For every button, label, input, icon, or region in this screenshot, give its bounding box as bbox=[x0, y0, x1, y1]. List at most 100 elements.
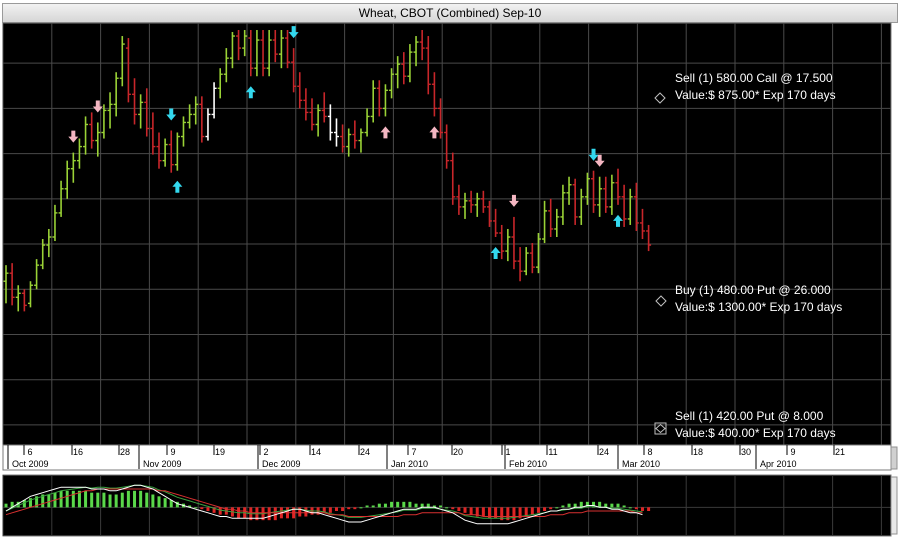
sell-up-arrow-icon bbox=[380, 126, 391, 139]
ohlc-bar bbox=[174, 132, 180, 171]
ohlc-bar bbox=[584, 172, 590, 205]
macd-histogram-bar bbox=[524, 507, 528, 517]
ohlc-bar bbox=[517, 247, 523, 282]
macd-histogram-bar bbox=[475, 507, 479, 517]
macd-histogram-bar bbox=[647, 507, 651, 511]
ohlc-bar bbox=[70, 152, 76, 183]
macd-histogram-bar bbox=[133, 490, 137, 508]
buy-arrow-icon bbox=[490, 247, 501, 260]
macd-histogram-bar bbox=[4, 503, 8, 508]
ohlc-bar bbox=[64, 160, 70, 199]
ohlc-bar bbox=[444, 124, 450, 169]
macd-histogram-bar bbox=[518, 507, 522, 519]
macd-scroll-handle[interactable] bbox=[890, 476, 898, 535]
ohlc-bar bbox=[603, 176, 609, 213]
ohlc-bar bbox=[572, 178, 578, 225]
macd-histogram-bar bbox=[555, 507, 559, 509]
option-3-line-1: Sell (1) 420.00 Put @ 8.000 bbox=[675, 409, 824, 423]
macd-histogram-bar bbox=[273, 507, 277, 521]
ohlc-bar bbox=[180, 116, 186, 147]
macd-histogram-bar bbox=[463, 507, 467, 513]
ohlc-bar bbox=[236, 30, 242, 61]
option-1-line-2: Value:$ 875.00* Exp 170 days bbox=[675, 88, 836, 102]
ohlc-bar bbox=[591, 170, 597, 213]
ohlc-bar bbox=[83, 116, 89, 155]
x-axis-strip bbox=[2, 444, 892, 471]
day-tick-label: 19 bbox=[215, 447, 225, 457]
ohlc-bar bbox=[352, 120, 358, 149]
macd-histogram-bar bbox=[549, 507, 553, 510]
ohlc-bar bbox=[450, 152, 456, 205]
month-tick-label: Mar 2010 bbox=[622, 459, 660, 469]
ohlc-bar bbox=[468, 190, 474, 213]
macd-histogram-bar bbox=[145, 492, 149, 508]
ohlc-bar bbox=[615, 168, 621, 205]
ohlc-bar bbox=[327, 104, 333, 141]
ohlc-bar bbox=[646, 224, 652, 252]
ohlc-bar bbox=[309, 98, 315, 131]
month-tick-label: Jan 2010 bbox=[391, 459, 428, 469]
axis-scroll-handle[interactable] bbox=[890, 446, 898, 470]
ohlc-bar bbox=[242, 30, 248, 57]
ohlc-bar bbox=[119, 36, 125, 87]
ohlc-bar bbox=[499, 224, 505, 260]
ohlc-bar bbox=[321, 92, 327, 123]
macd-histogram-bar bbox=[451, 507, 455, 510]
ohlc-bar bbox=[511, 216, 517, 270]
ohlc-bar bbox=[639, 208, 645, 240]
macd-histogram-bar bbox=[481, 507, 485, 517]
ohlc-bar bbox=[260, 30, 266, 77]
option-label-2: Buy (1) 480.00 Put @ 26.000 Value:$ 1300… bbox=[655, 283, 842, 314]
ohlc-bar bbox=[364, 108, 370, 137]
macd-histogram-bar bbox=[347, 507, 351, 510]
diamond-icon bbox=[655, 295, 667, 307]
month-tick-label: Oct 2009 bbox=[12, 459, 49, 469]
ohlc-bar bbox=[187, 104, 193, 129]
trade-arrows bbox=[68, 26, 623, 260]
ohlc-bar bbox=[40, 239, 46, 270]
macd-histogram-bar bbox=[457, 507, 461, 511]
macd-histogram-bar bbox=[188, 505, 192, 508]
ohlc-bar bbox=[15, 285, 21, 312]
macd-histogram-bar bbox=[506, 507, 510, 521]
ohlc-bar bbox=[401, 52, 407, 85]
ohlc-bar bbox=[211, 82, 217, 119]
ohlc-bar bbox=[425, 36, 431, 95]
ohlc-bar bbox=[578, 188, 584, 225]
ohlc-bar bbox=[413, 36, 419, 67]
macd-histogram-bar bbox=[634, 507, 638, 510]
day-tick-label: 24 bbox=[360, 447, 370, 457]
day-tick-label: 11 bbox=[548, 447, 557, 457]
macd-histogram-bar bbox=[585, 501, 589, 508]
ohlc-bar bbox=[621, 184, 627, 227]
ohlc-bar bbox=[462, 192, 468, 219]
ohlc-bar bbox=[358, 128, 364, 153]
macd-histogram-bar bbox=[22, 500, 26, 508]
sell-arrow-icon bbox=[68, 130, 79, 143]
ohlc-bar bbox=[376, 80, 382, 117]
macd-panel-background bbox=[2, 474, 892, 537]
macd-histogram-bar bbox=[610, 503, 614, 508]
macd-histogram-bar bbox=[573, 503, 577, 508]
macd-histogram-bar bbox=[512, 507, 516, 521]
macd-histogram-bar bbox=[616, 503, 620, 508]
macd-histogram-bar bbox=[71, 490, 75, 508]
macd-histogram-bar bbox=[102, 492, 106, 508]
ohlc-bar bbox=[138, 94, 144, 129]
macd-histogram-bar bbox=[47, 494, 51, 508]
buy-down-arrow-icon bbox=[588, 148, 599, 161]
macd-histogram-bar bbox=[487, 507, 491, 519]
ohlc-bar bbox=[46, 228, 52, 258]
macd-histogram-bar bbox=[359, 507, 363, 509]
month-tick-label: Feb 2010 bbox=[509, 459, 547, 469]
ohlc-bar bbox=[266, 30, 272, 77]
macd-histogram-bar bbox=[10, 501, 14, 508]
macd-histogram-bar bbox=[151, 494, 155, 508]
macd-histogram-bar bbox=[469, 507, 473, 515]
macd-histogram-bar bbox=[16, 501, 20, 508]
macd-histogram-bar bbox=[139, 490, 143, 508]
macd-histogram-bar bbox=[334, 507, 338, 511]
macd-line bbox=[5, 484, 643, 525]
